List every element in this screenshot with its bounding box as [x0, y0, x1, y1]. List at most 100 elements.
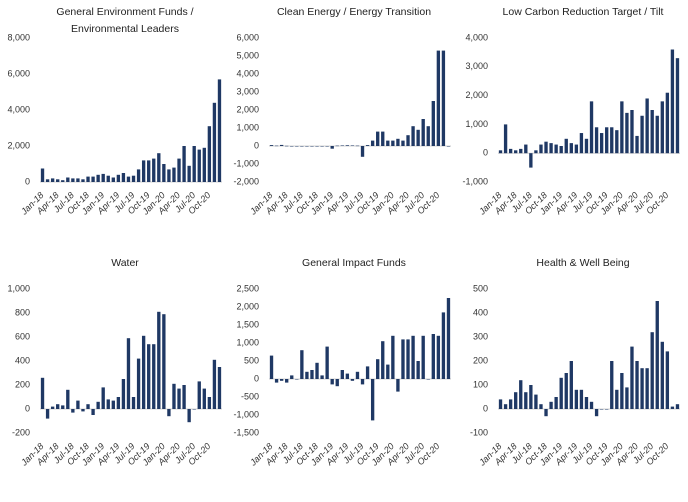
bar [584, 397, 589, 409]
y-tick-label: 0 [483, 403, 488, 413]
bar [660, 341, 664, 409]
bar [126, 338, 131, 409]
bar [360, 379, 365, 385]
bar [554, 144, 558, 154]
y-tick-label: 2,000 [236, 104, 259, 114]
bar [61, 180, 65, 182]
bar [508, 148, 513, 154]
bar [192, 409, 196, 410]
bar [569, 143, 573, 154]
bar [436, 335, 441, 379]
bar [167, 409, 171, 417]
bar [436, 50, 441, 146]
bar [121, 173, 126, 182]
bar [640, 115, 644, 154]
bar [421, 119, 425, 146]
y-tick-label: 500 [244, 355, 259, 365]
y-tick-label: 4,000 [465, 32, 488, 42]
bar [315, 146, 319, 147]
y-tick-label: 0 [254, 140, 259, 150]
bar [290, 146, 294, 147]
y-tick-label: 3,000 [465, 61, 488, 71]
bar [446, 146, 451, 147]
bar [162, 164, 166, 182]
y-tick-label: 6,000 [7, 68, 30, 78]
bar [426, 126, 430, 146]
bar [335, 145, 339, 147]
bar [172, 383, 176, 409]
chart: -1000100200300400500Jan-18Apr-18Jul-18Oc… [470, 283, 680, 468]
bar [111, 177, 115, 182]
bar [162, 314, 166, 409]
bar [625, 112, 629, 154]
y-tick-label: 3,000 [236, 86, 259, 96]
bar [655, 301, 659, 409]
bar [529, 153, 533, 168]
bar [534, 150, 538, 154]
bar [345, 373, 350, 379]
y-tick-label: -200 [12, 427, 30, 437]
y-tick-label: 0 [25, 403, 30, 413]
bar [640, 368, 644, 409]
bar [50, 406, 55, 409]
y-tick-label: -100 [470, 427, 488, 437]
bar [167, 169, 171, 182]
bar [71, 409, 75, 413]
bar [421, 335, 425, 379]
bar [310, 146, 314, 147]
bar [650, 110, 654, 154]
bar [40, 377, 45, 409]
bar [345, 145, 350, 146]
bar [274, 145, 279, 147]
bar [40, 168, 45, 182]
bar [416, 361, 420, 379]
y-tick-label: -500 [241, 391, 259, 401]
bar [625, 387, 629, 409]
bar [101, 387, 105, 409]
bar [116, 397, 121, 409]
bar [187, 409, 191, 423]
bar [446, 298, 451, 379]
y-tick-label: 2,000 [236, 301, 259, 311]
bar [56, 404, 60, 409]
bar [391, 140, 395, 146]
y-tick-label: 800 [15, 307, 30, 317]
bar [126, 176, 131, 182]
bar [670, 49, 675, 154]
y-tick-label: 1,000 [236, 337, 259, 347]
bar [574, 144, 579, 154]
bar [635, 135, 639, 154]
bar [655, 115, 659, 154]
bar [370, 140, 375, 146]
bar [86, 404, 90, 409]
bar [376, 131, 380, 146]
chart-panel: Clean Energy / Energy Transition -2,000 -1… [229, 0, 458, 251]
bar [335, 379, 339, 387]
bar [76, 178, 80, 182]
bar [665, 351, 670, 409]
bar [406, 339, 410, 379]
bar [285, 145, 289, 147]
bar [594, 127, 599, 154]
bar [355, 371, 360, 379]
bar [330, 379, 334, 385]
bar [645, 98, 649, 154]
bar [365, 145, 370, 146]
bar [295, 379, 299, 380]
bar [635, 361, 639, 409]
bar [508, 399, 513, 409]
bar [370, 379, 375, 421]
bar [340, 145, 344, 146]
bar [269, 145, 274, 146]
bar [615, 389, 619, 409]
bar [279, 144, 284, 146]
bar [503, 124, 508, 154]
y-tick-label: 4,000 [7, 104, 30, 114]
bar [564, 373, 568, 409]
bar [498, 399, 503, 409]
chart-title: Water [111, 257, 139, 269]
bar [360, 146, 365, 157]
bar [539, 144, 543, 154]
bar [207, 126, 212, 182]
bar [86, 176, 90, 182]
